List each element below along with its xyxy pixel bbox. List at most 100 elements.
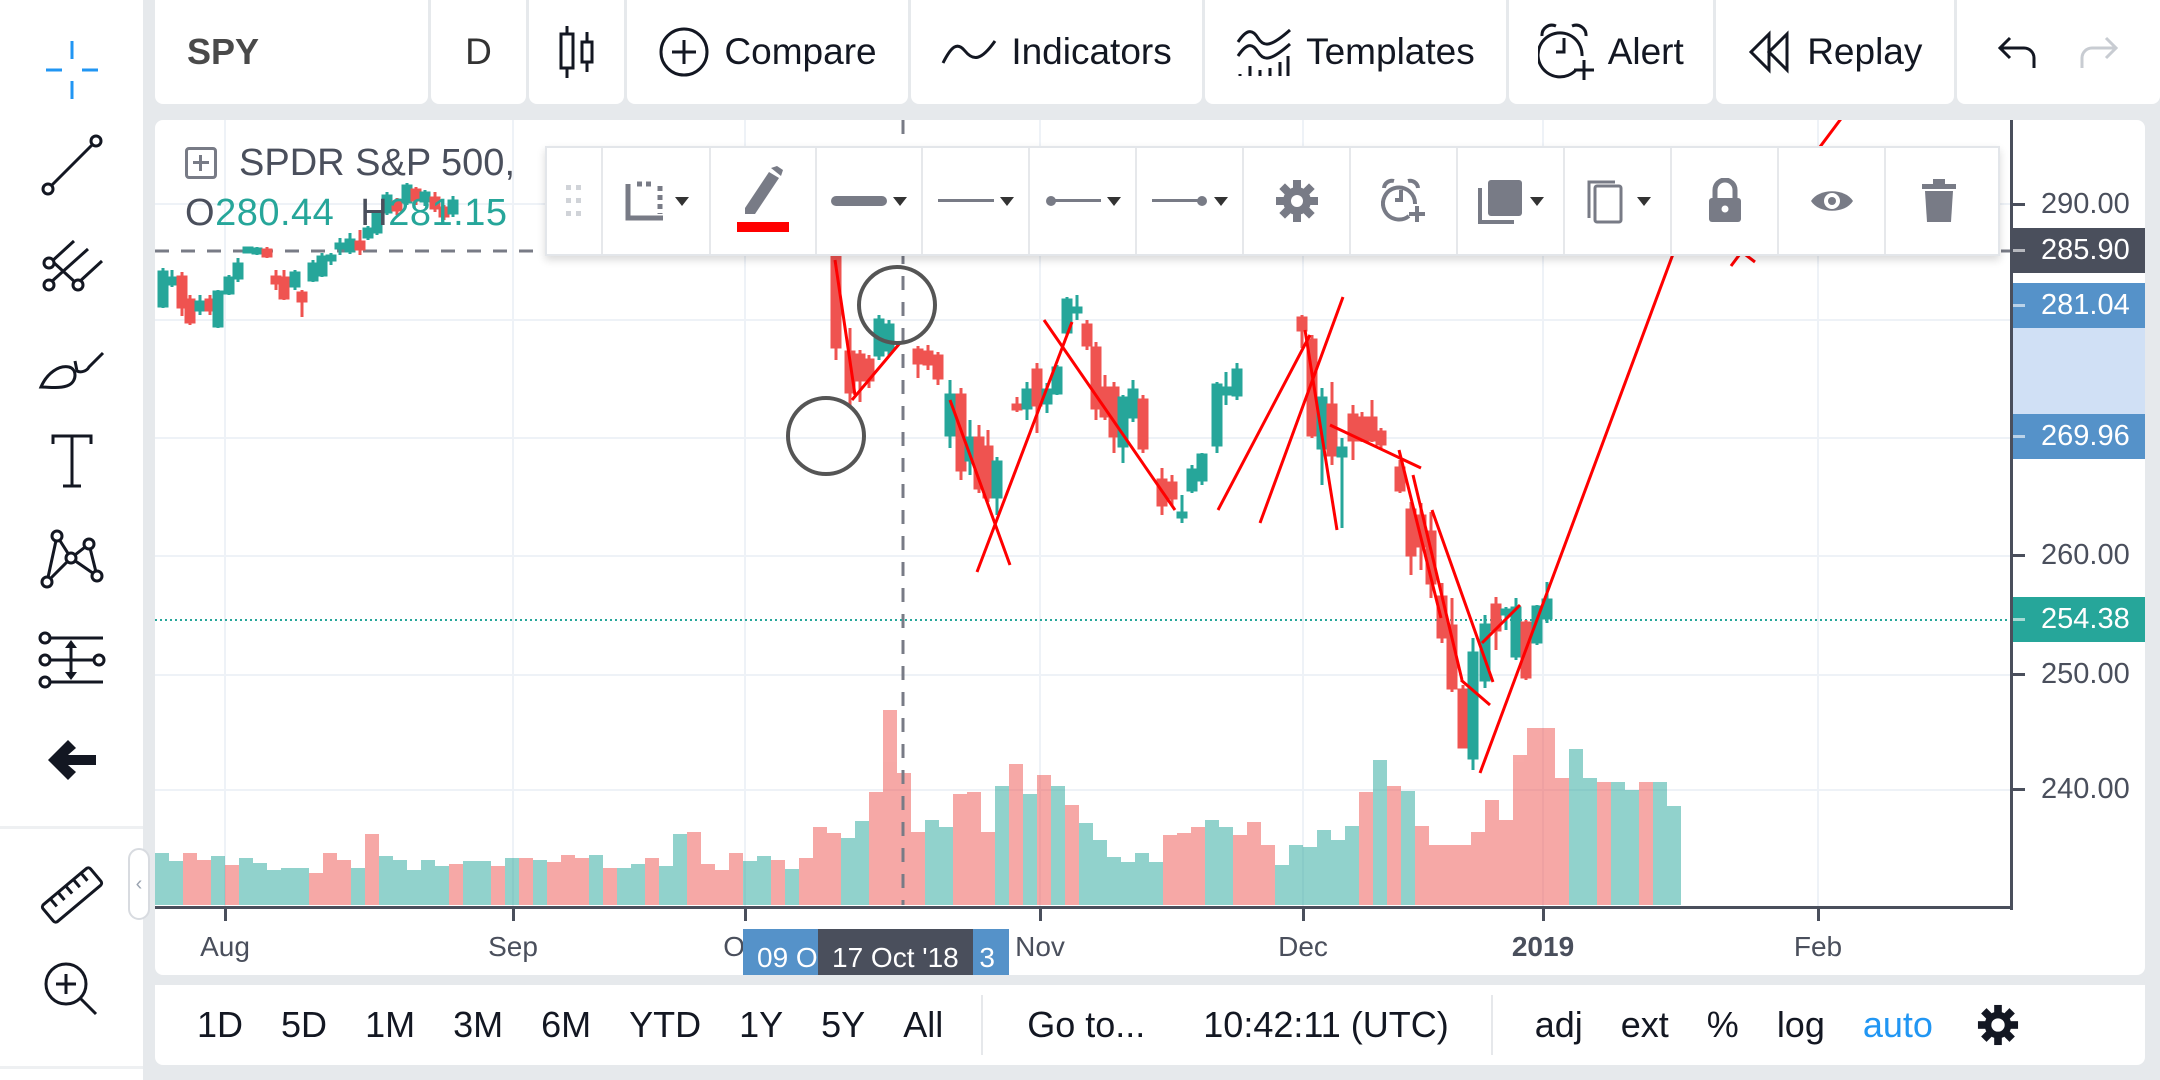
collapse-sidebar-handle[interactable]: ‹ xyxy=(128,848,150,920)
range-3m[interactable]: 3M xyxy=(453,1004,504,1045)
range-ytd[interactable]: YTD xyxy=(629,1004,702,1045)
range-1d[interactable]: 1D xyxy=(197,1004,244,1045)
brush-icon xyxy=(38,351,105,389)
add-alert-button[interactable] xyxy=(1351,148,1458,254)
chevron-down-icon xyxy=(1213,196,1228,206)
template-icon xyxy=(625,181,663,221)
crosshair-tool[interactable] xyxy=(22,30,122,110)
time-axis[interactable]: Aug Sep Oct Nov Dec 2019 Feb 09 O3 17 Oc… xyxy=(155,906,2010,975)
price-axis[interactable]: 290.00 285.90 281.04 269.96 260.00 254.3… xyxy=(2010,120,2145,910)
trend-line-tool[interactable] xyxy=(22,125,122,205)
price-tick: 240.00 xyxy=(2013,767,2145,812)
chart-settings-button[interactable] xyxy=(1977,1004,2019,1046)
measure-tool[interactable] xyxy=(22,855,122,935)
alert-label: Alert xyxy=(1607,31,1684,72)
drawing-properties-toolbar xyxy=(545,146,2000,256)
undo-redo-group xyxy=(1956,0,2160,104)
divider xyxy=(1490,995,1493,1055)
lock-button[interactable] xyxy=(1672,148,1779,254)
line-color-button[interactable] xyxy=(711,148,817,254)
zoom-in-tool[interactable] xyxy=(22,950,122,1030)
brush-tool[interactable] xyxy=(22,325,122,405)
position-tool[interactable] xyxy=(22,620,122,700)
chevron-down-icon xyxy=(893,196,907,206)
pitchfork-icon xyxy=(42,239,104,292)
legend-title: SPDR S&P 500, xyxy=(239,141,516,184)
templates-button[interactable]: Templates xyxy=(1205,0,1506,104)
auto-scale-toggle[interactable]: auto xyxy=(1862,1004,1933,1045)
text-tool[interactable] xyxy=(22,420,122,500)
range-5y[interactable]: 5Y xyxy=(821,1004,866,1045)
drawing-tools-sidebar xyxy=(0,0,143,1080)
compare-button[interactable]: Compare xyxy=(627,0,908,104)
interval-button[interactable]: D xyxy=(430,0,527,104)
text-icon xyxy=(51,434,93,488)
redo-icon[interactable] xyxy=(2078,34,2120,70)
undo-icon[interactable] xyxy=(1996,34,2038,70)
candles-icon xyxy=(559,26,594,78)
chart-style-button[interactable] xyxy=(529,0,625,104)
visibility-button[interactable] xyxy=(1779,148,1886,254)
templates-label: Templates xyxy=(1306,31,1475,72)
time-tick-label: Dec xyxy=(1278,931,1328,962)
open-value: 280.44 xyxy=(215,192,335,234)
symbol-search-button[interactable]: SPY xyxy=(155,0,428,104)
back-button[interactable] xyxy=(22,720,122,800)
last-price-badge: 254.38 xyxy=(2013,597,2145,642)
templates-icon xyxy=(1236,28,1292,76)
left-end-dropdown[interactable] xyxy=(1030,148,1137,254)
range-1m[interactable]: 1M xyxy=(365,1004,416,1045)
interval-label: D xyxy=(465,31,492,72)
pattern-tool[interactable] xyxy=(22,520,122,600)
long-short-position-icon xyxy=(38,631,106,689)
clone-dropdown[interactable] xyxy=(1565,148,1672,254)
symbol-legend: SPDR S&P 500, O280.44 H281.15 xyxy=(185,140,533,235)
line-style-dropdown[interactable] xyxy=(923,148,1030,254)
extended-hours-toggle[interactable]: ext xyxy=(1620,1004,1669,1045)
settings-button[interactable] xyxy=(1244,148,1351,254)
go-to-date-button[interactable]: Go to... xyxy=(1027,1004,1146,1045)
chevron-down-icon xyxy=(1106,196,1121,206)
time-tick-label: Feb xyxy=(1793,931,1843,962)
trend-line-icon xyxy=(41,134,103,196)
line-color-swatch xyxy=(737,222,789,232)
visual-order-dropdown[interactable] xyxy=(1458,148,1565,254)
gear-icon xyxy=(1275,180,1318,222)
replay-button[interactable]: Replay xyxy=(1715,0,1954,104)
alert-button[interactable]: Alert xyxy=(1508,0,1713,104)
indicators-button[interactable]: Indicators xyxy=(910,0,1203,104)
delete-button[interactable] xyxy=(1886,148,1992,254)
indicators-wave-icon xyxy=(941,40,997,64)
chevron-down-icon xyxy=(675,196,689,206)
right-end-dropdown[interactable] xyxy=(1137,148,1244,254)
percent-scale-toggle[interactable]: % xyxy=(1706,1004,1739,1045)
indicators-label: Indicators xyxy=(1011,31,1172,72)
timezone-clock[interactable]: 10:42:11 (UTC) xyxy=(1203,1004,1449,1045)
drag-handle[interactable] xyxy=(547,148,603,254)
line-width-dropdown[interactable] xyxy=(817,148,923,254)
chart-panel[interactable]: SPDR S&P 500, O280.44 H281.15 xyxy=(155,120,2145,975)
crosshair-date-badge: 17 Oct '18 xyxy=(818,929,973,975)
pitchfork-tool[interactable] xyxy=(22,225,122,305)
chevron-left-icon: ‹ xyxy=(135,872,143,895)
log-scale-toggle[interactable]: log xyxy=(1776,1004,1825,1045)
candles xyxy=(157,183,1553,770)
range-1y[interactable]: 1Y xyxy=(739,1004,784,1045)
gear-icon xyxy=(1977,1004,2018,1046)
adjust-dividends-toggle[interactable]: adj xyxy=(1534,1004,1583,1045)
template-dropdown[interactable] xyxy=(603,148,711,254)
range-5d[interactable]: 5D xyxy=(281,1004,328,1045)
replay-label: Replay xyxy=(1807,31,1923,72)
range-6m[interactable]: 6M xyxy=(541,1004,592,1045)
rewind-icon xyxy=(1749,30,1789,74)
line-style-icon xyxy=(937,199,994,202)
symbol-label: SPY xyxy=(187,31,260,72)
range-top-price-badge: 281.04 xyxy=(2013,283,2145,328)
sidebar-divider xyxy=(0,826,143,829)
range-all[interactable]: All xyxy=(903,1004,944,1045)
top-toolbar: SPY D Compare Indicators Templates Alert… xyxy=(155,0,2160,105)
price-tick: 260.00 xyxy=(2013,533,2145,578)
xabcd-pattern-icon xyxy=(40,529,104,589)
add-symbol-icon[interactable] xyxy=(185,147,217,179)
sidebar-divider xyxy=(0,1066,143,1069)
